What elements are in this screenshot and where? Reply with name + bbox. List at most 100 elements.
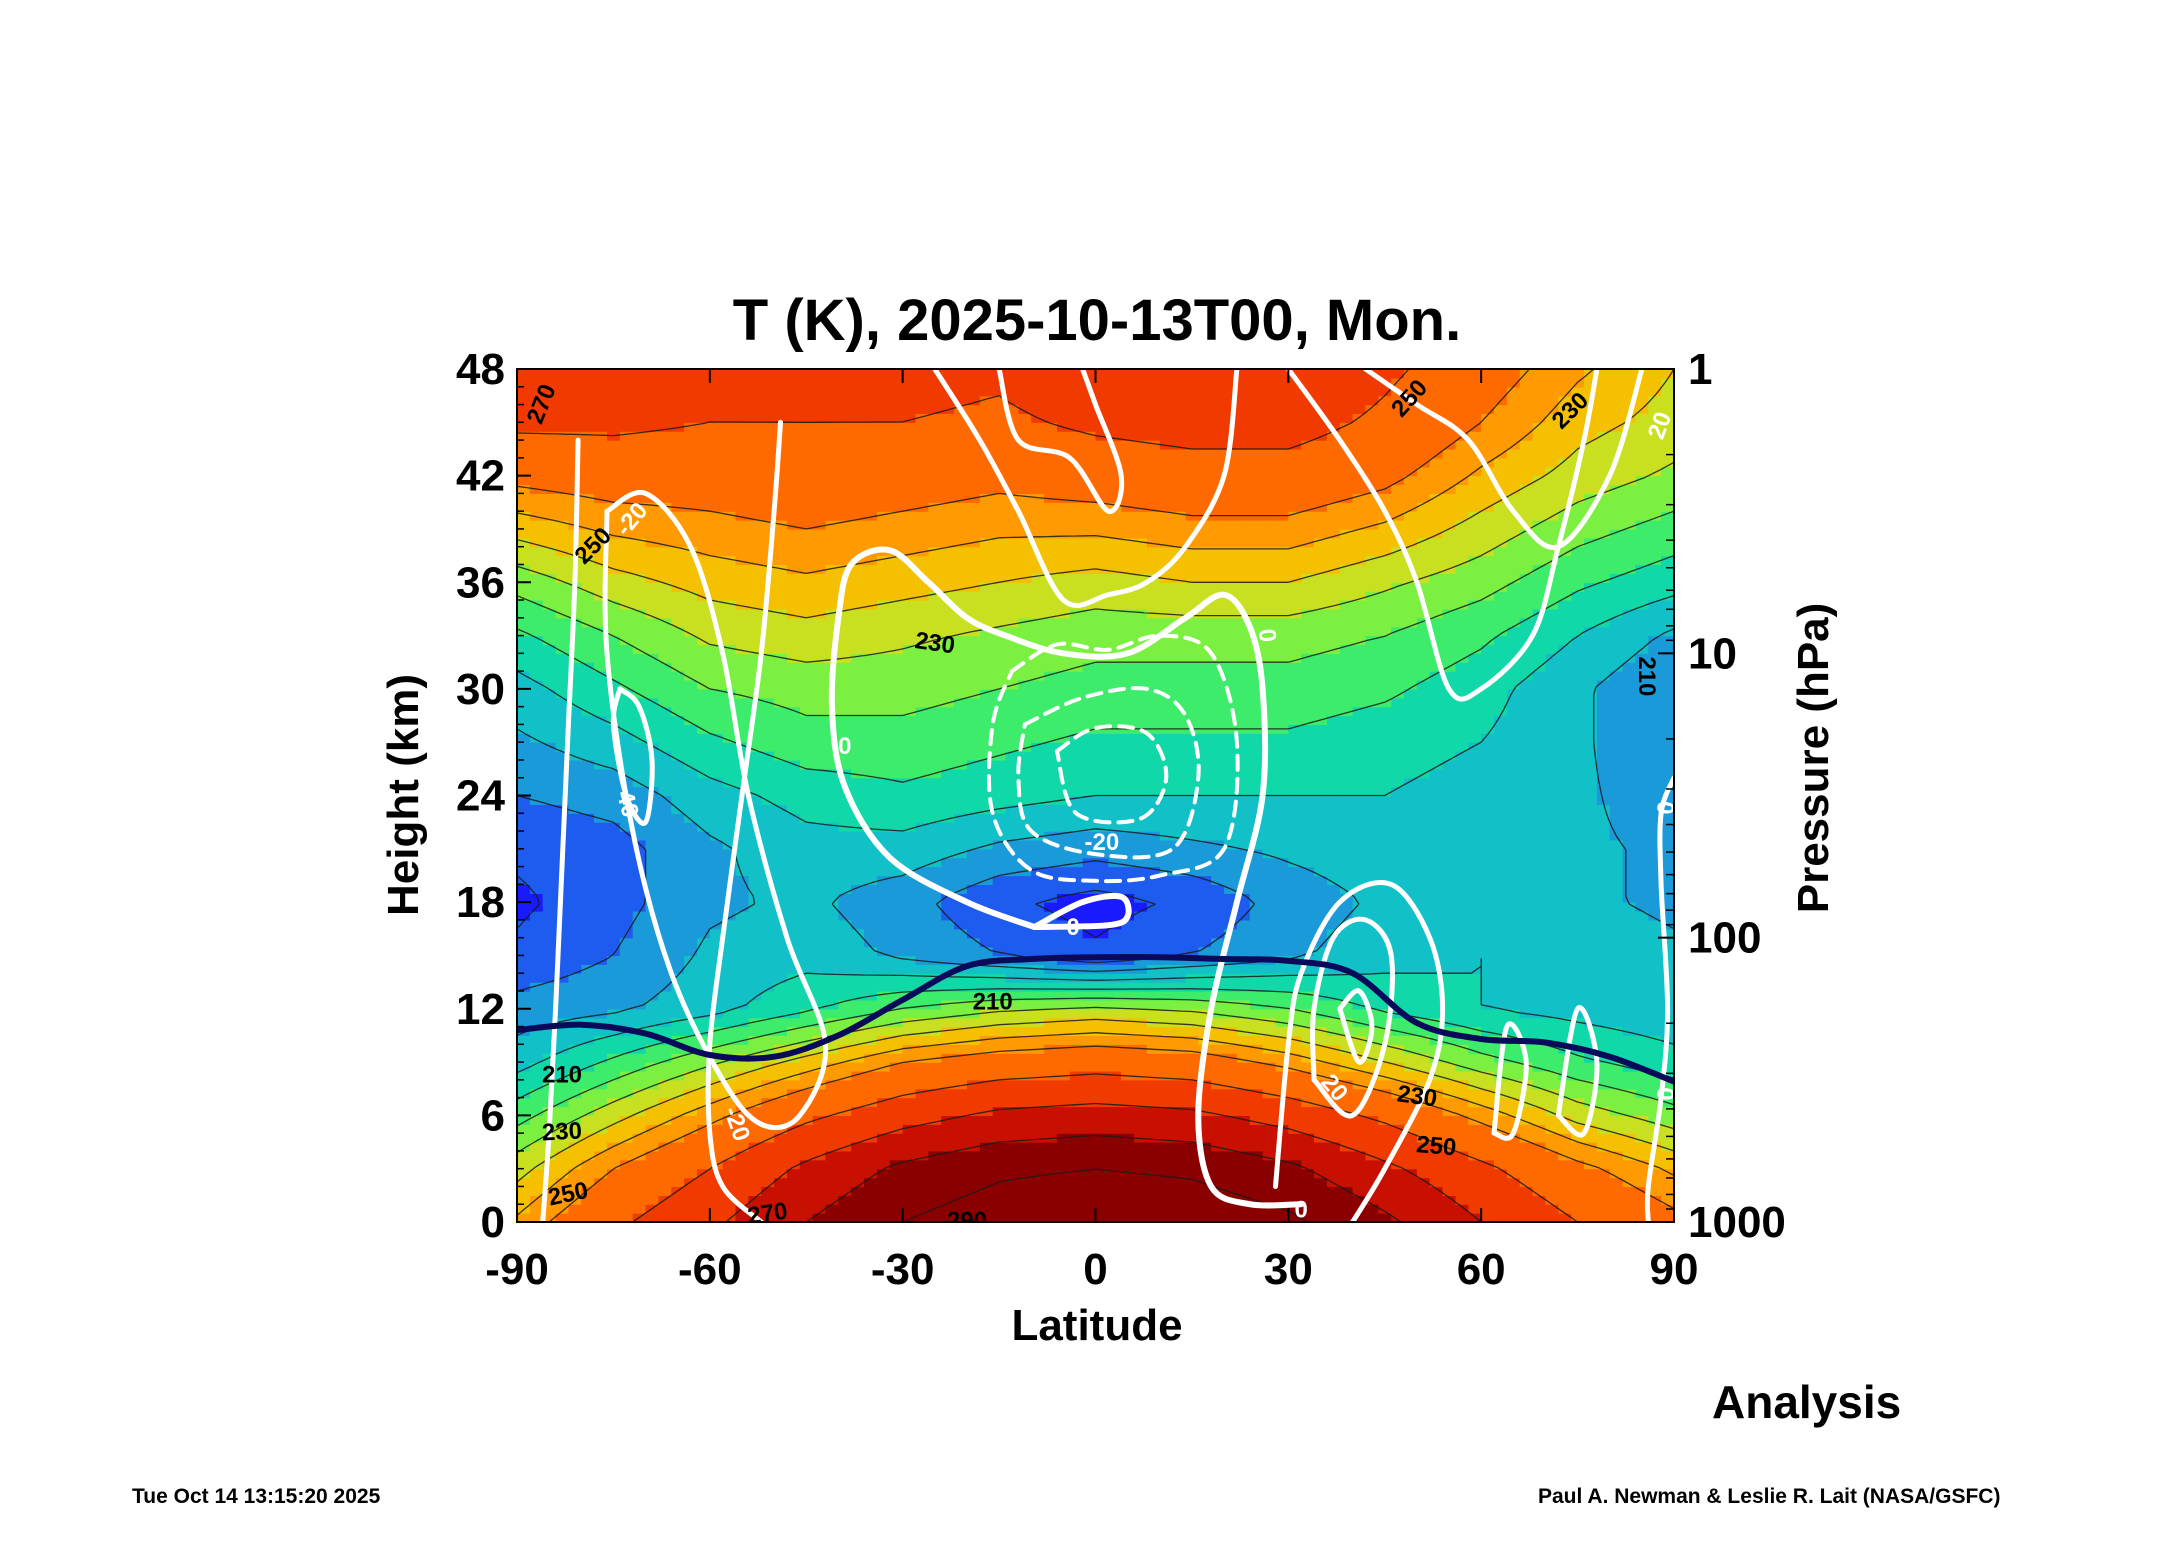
temperature-cell: [992, 1044, 1007, 1054]
temperature-cell: [1404, 991, 1418, 1001]
temperature-cell: [1044, 786, 1058, 797]
temperature-cell: [722, 937, 737, 948]
temperature-cell: [1596, 1195, 1611, 1205]
temperature-cell: [1185, 1106, 1199, 1116]
temperature-cell: [864, 1106, 878, 1116]
temperature-cell: [1596, 955, 1611, 965]
temperature-cell: [1018, 893, 1032, 903]
temperature-cell: [1622, 1079, 1637, 1090]
temperature-cell: [915, 813, 929, 823]
temperature-cell: [889, 919, 904, 930]
temperature-cell: [607, 1017, 621, 1028]
temperature-cell: [1404, 1177, 1418, 1188]
temperature-cell: [1365, 733, 1379, 743]
temperature-cell: [1609, 937, 1624, 948]
temperature-cell: [1545, 1124, 1559, 1134]
temperature-cell: [787, 813, 801, 823]
temperature-cell: [774, 1035, 788, 1045]
temperature-cell: [1391, 760, 1405, 770]
temperature-cell: [1301, 1133, 1315, 1143]
temperature-cell: [851, 839, 865, 850]
temperature-cell: [902, 1204, 917, 1214]
temperature-cell: [1134, 848, 1148, 859]
temperature-cell: [812, 742, 827, 752]
temperature-cell: [1095, 795, 1109, 805]
temperature-cell: [1224, 1213, 1238, 1222]
temperature-cell: [1519, 1133, 1534, 1143]
temperature-cell: [1301, 1035, 1315, 1045]
temperature-cell: [1416, 831, 1431, 841]
temperature-cell: [915, 831, 929, 841]
temperature-cell: [1635, 875, 1649, 885]
temperature-cell: [1249, 1177, 1264, 1188]
temperature-cell: [979, 1088, 994, 1099]
temperature-cell: [748, 1088, 762, 1099]
temperature-cell: [1596, 804, 1611, 814]
temperature-cell: [619, 1097, 634, 1108]
temperature-cell: [799, 786, 814, 797]
temperature-cell: [529, 973, 544, 983]
temperature-cell: [1339, 1204, 1354, 1214]
temperature-cell: [1031, 1150, 1045, 1161]
temperature-cell: [1159, 1133, 1174, 1143]
temperature-cell: [1429, 786, 1444, 797]
temperature-cell: [1146, 839, 1161, 850]
temperature-cell: [1326, 1186, 1341, 1196]
temperature-cell: [1455, 982, 1469, 992]
temperature-cell: [1648, 760, 1662, 770]
temperature-cell: [1249, 1008, 1264, 1019]
temperature-cell: [1661, 1106, 1674, 1116]
temperature-cell: [889, 982, 904, 992]
temperature-cell: [966, 866, 981, 877]
temperature-cell: [581, 795, 595, 805]
temperature-cell: [1352, 982, 1367, 992]
temperature-cell: [966, 1213, 981, 1222]
temperature-cell: [1159, 1017, 1174, 1028]
temperature-cell: [774, 839, 788, 850]
temperature-cell: [1095, 1133, 1109, 1143]
temperature-cell: [517, 724, 531, 734]
temperature-cell: [1609, 1133, 1624, 1143]
temperature-cell: [542, 1070, 557, 1081]
temperature-cell: [619, 964, 634, 974]
temperature-cell: [928, 848, 942, 859]
temperature-cell: [1339, 804, 1354, 814]
temperature-cell: [607, 964, 621, 974]
temperature-cell: [825, 964, 839, 974]
temperature-cell: [1108, 902, 1122, 912]
temperature-cell: [1056, 964, 1071, 974]
temperature-cell: [645, 1213, 660, 1222]
temperature-cell: [555, 1124, 570, 1134]
temperature-cell: [555, 1017, 570, 1028]
temperature-cell: [1121, 866, 1135, 877]
temperature-cell: [1609, 1186, 1624, 1196]
temperature-cell: [735, 1026, 749, 1036]
temperature-cell: [1648, 893, 1662, 903]
temperature-cell: [697, 1195, 711, 1205]
temperature-cell: [1481, 902, 1495, 912]
temperature-cell: [851, 1204, 865, 1214]
temperature-cell: [1609, 1088, 1624, 1099]
temperature-cell: [1134, 1026, 1148, 1036]
temperature-cell: [1301, 982, 1315, 992]
temperature-cell: [1506, 973, 1521, 983]
temperature-cell: [877, 1088, 891, 1099]
temperature-cell: [877, 839, 891, 850]
temperature-cell: [1352, 991, 1367, 1001]
temperature-cell: [555, 964, 570, 974]
temperature-cell: [607, 786, 621, 797]
temperature-cell: [542, 751, 557, 761]
temperature-cell: [774, 1088, 788, 1099]
temperature-cell: [607, 1195, 621, 1205]
temperature-cell: [735, 1088, 749, 1099]
temperature-cell: [1584, 893, 1598, 903]
temperature-cell: [1622, 884, 1637, 894]
temperature-cell: [1044, 822, 1058, 832]
temperature-cell: [555, 1213, 570, 1222]
temperature-cell: [1185, 786, 1199, 797]
temperature-cell: [1532, 1213, 1547, 1222]
temperature-cell: [1519, 733, 1534, 743]
temperature-cell: [1558, 848, 1572, 859]
temperature-cell: [1159, 760, 1174, 770]
temperature-cell: [1339, 1177, 1354, 1188]
